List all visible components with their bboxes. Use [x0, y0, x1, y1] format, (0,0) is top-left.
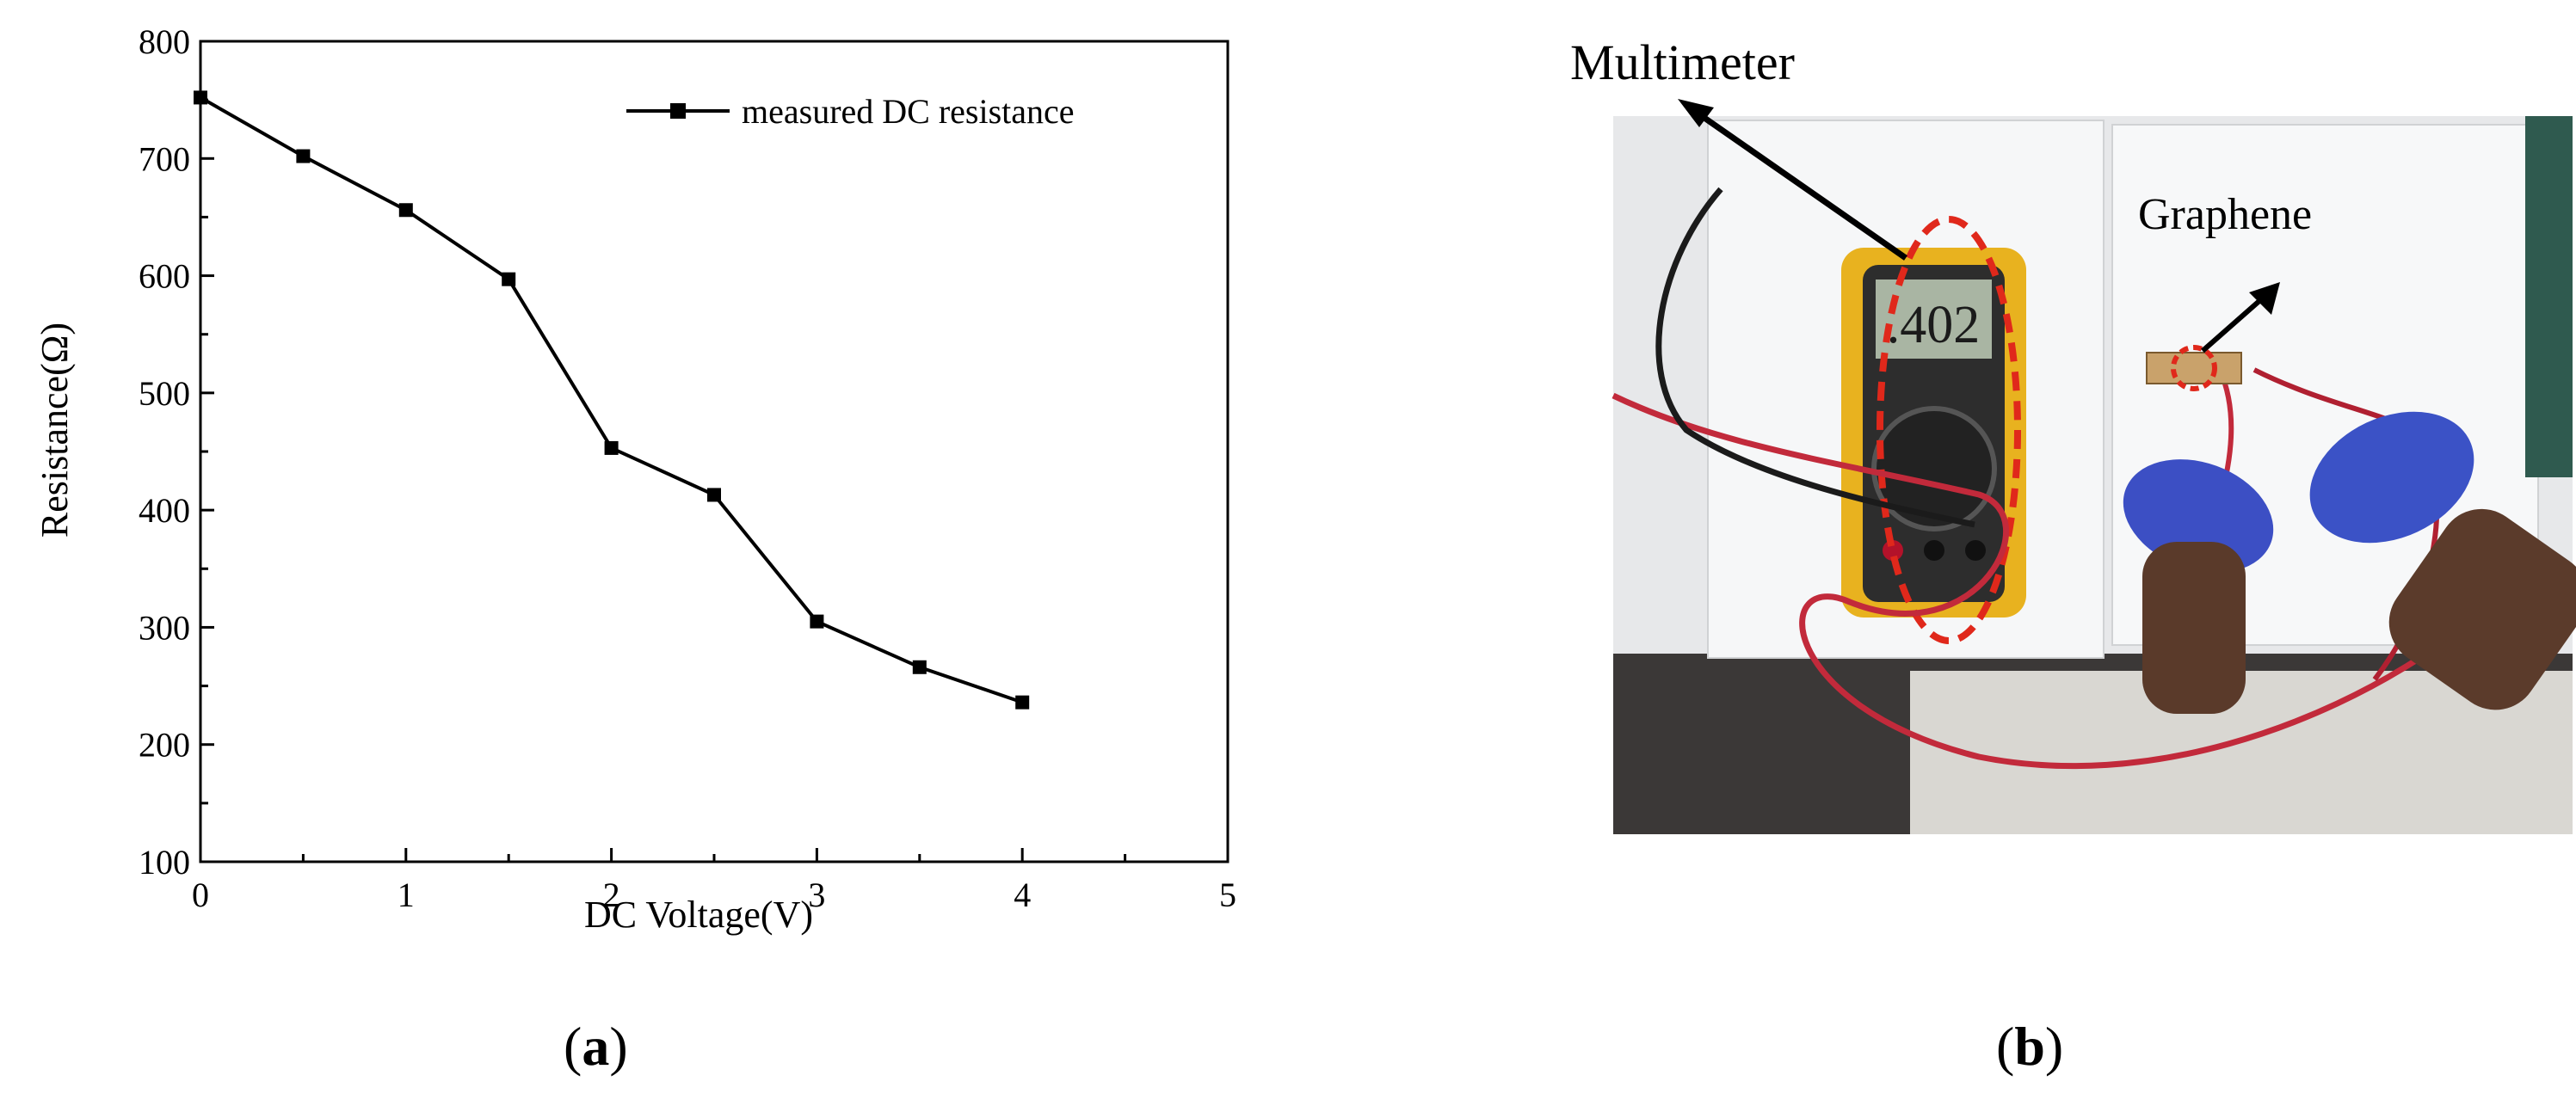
highlight-circle-graphene — [2171, 345, 2217, 391]
x-tick-label: 3 — [808, 876, 825, 914]
axis-ticks — [199, 40, 1229, 863]
x-tick-label: 1 — [397, 876, 415, 914]
resistance-voltage-chart: 0 1 2 3 4 5 100 200 300 400 500 600 700 800 DC Voltag… — [34, 22, 1236, 936]
panel-label-b: (b) — [1996, 1016, 2064, 1077]
gloved-hands — [2123, 411, 2576, 714]
plot-frame — [199, 40, 1229, 863]
highlight-ellipse-multimeter — [1877, 216, 2021, 644]
right-arm — [2388, 508, 2576, 710]
green-edge — [2525, 116, 2573, 477]
multimeter-arrow — [1678, 99, 1908, 261]
tick-labels: 0 1 2 3 4 5 100 200 300 400 500 600 700 800 — [139, 22, 1236, 914]
red-wire-1 — [1612, 392, 2428, 770]
x-tick-label: 4 — [1014, 876, 1031, 914]
multimeter-port-3 — [1965, 540, 1986, 561]
y-tick-label: 400 — [139, 491, 190, 530]
multimeter-dial — [1871, 406, 1997, 531]
data-point — [707, 488, 721, 502]
multimeter-reading: .402 — [1887, 296, 1981, 354]
data-point — [912, 660, 927, 674]
data-point — [398, 203, 413, 218]
floor-tiles — [1910, 671, 2573, 834]
data-point — [810, 614, 824, 629]
multimeter-screen — [1876, 280, 1992, 359]
plot-border — [199, 40, 1229, 863]
panel-label-a: (a) — [564, 1016, 628, 1077]
left-glove — [2123, 459, 2274, 573]
multimeter-port-2 — [1924, 540, 1944, 561]
y-tick-label: 600 — [139, 257, 190, 296]
panel-label-b-letter: b — [2014, 1016, 2045, 1077]
x-tick-label: 2 — [603, 876, 620, 914]
data-point — [502, 272, 516, 286]
data-point — [604, 440, 619, 455]
legend-label: measured DC resistance — [742, 92, 1075, 131]
data-point — [194, 90, 207, 105]
y-tick-label: 500 — [139, 374, 190, 413]
left-arm — [2142, 542, 2246, 714]
series-line — [200, 95, 1023, 704]
legend: measured DC resistance — [626, 92, 1075, 131]
panel-label-a-letter: a — [582, 1016, 610, 1077]
graphene-arrow — [2201, 282, 2280, 353]
y-tick-label: 700 — [139, 139, 190, 178]
y-tick-label: 200 — [139, 726, 190, 765]
y-tick-label: 100 — [139, 843, 190, 882]
x-tick-label: 5 — [1219, 876, 1236, 914]
graphene-label: Graphene — [2138, 190, 2312, 239]
data-point — [1015, 695, 1030, 710]
legend-marker — [670, 103, 686, 119]
y-axis-label: Resistance(Ω) — [34, 323, 76, 538]
y-tick-label: 800 — [139, 22, 190, 61]
multimeter-label: Multimeter — [1570, 34, 1795, 90]
series-layer — [194, 90, 1030, 710]
y-tick-label: 300 — [139, 608, 190, 647]
graphene-sample — [2146, 352, 2242, 384]
x-tick-label: 0 — [192, 876, 209, 914]
data-point — [296, 149, 311, 163]
x-axis-label: DC Voltage(V) — [584, 894, 813, 936]
right-glove — [2309, 411, 2474, 544]
black-wire — [1655, 187, 1975, 528]
experiment-photo: .402 Multimeter — [1570, 34, 2576, 834]
